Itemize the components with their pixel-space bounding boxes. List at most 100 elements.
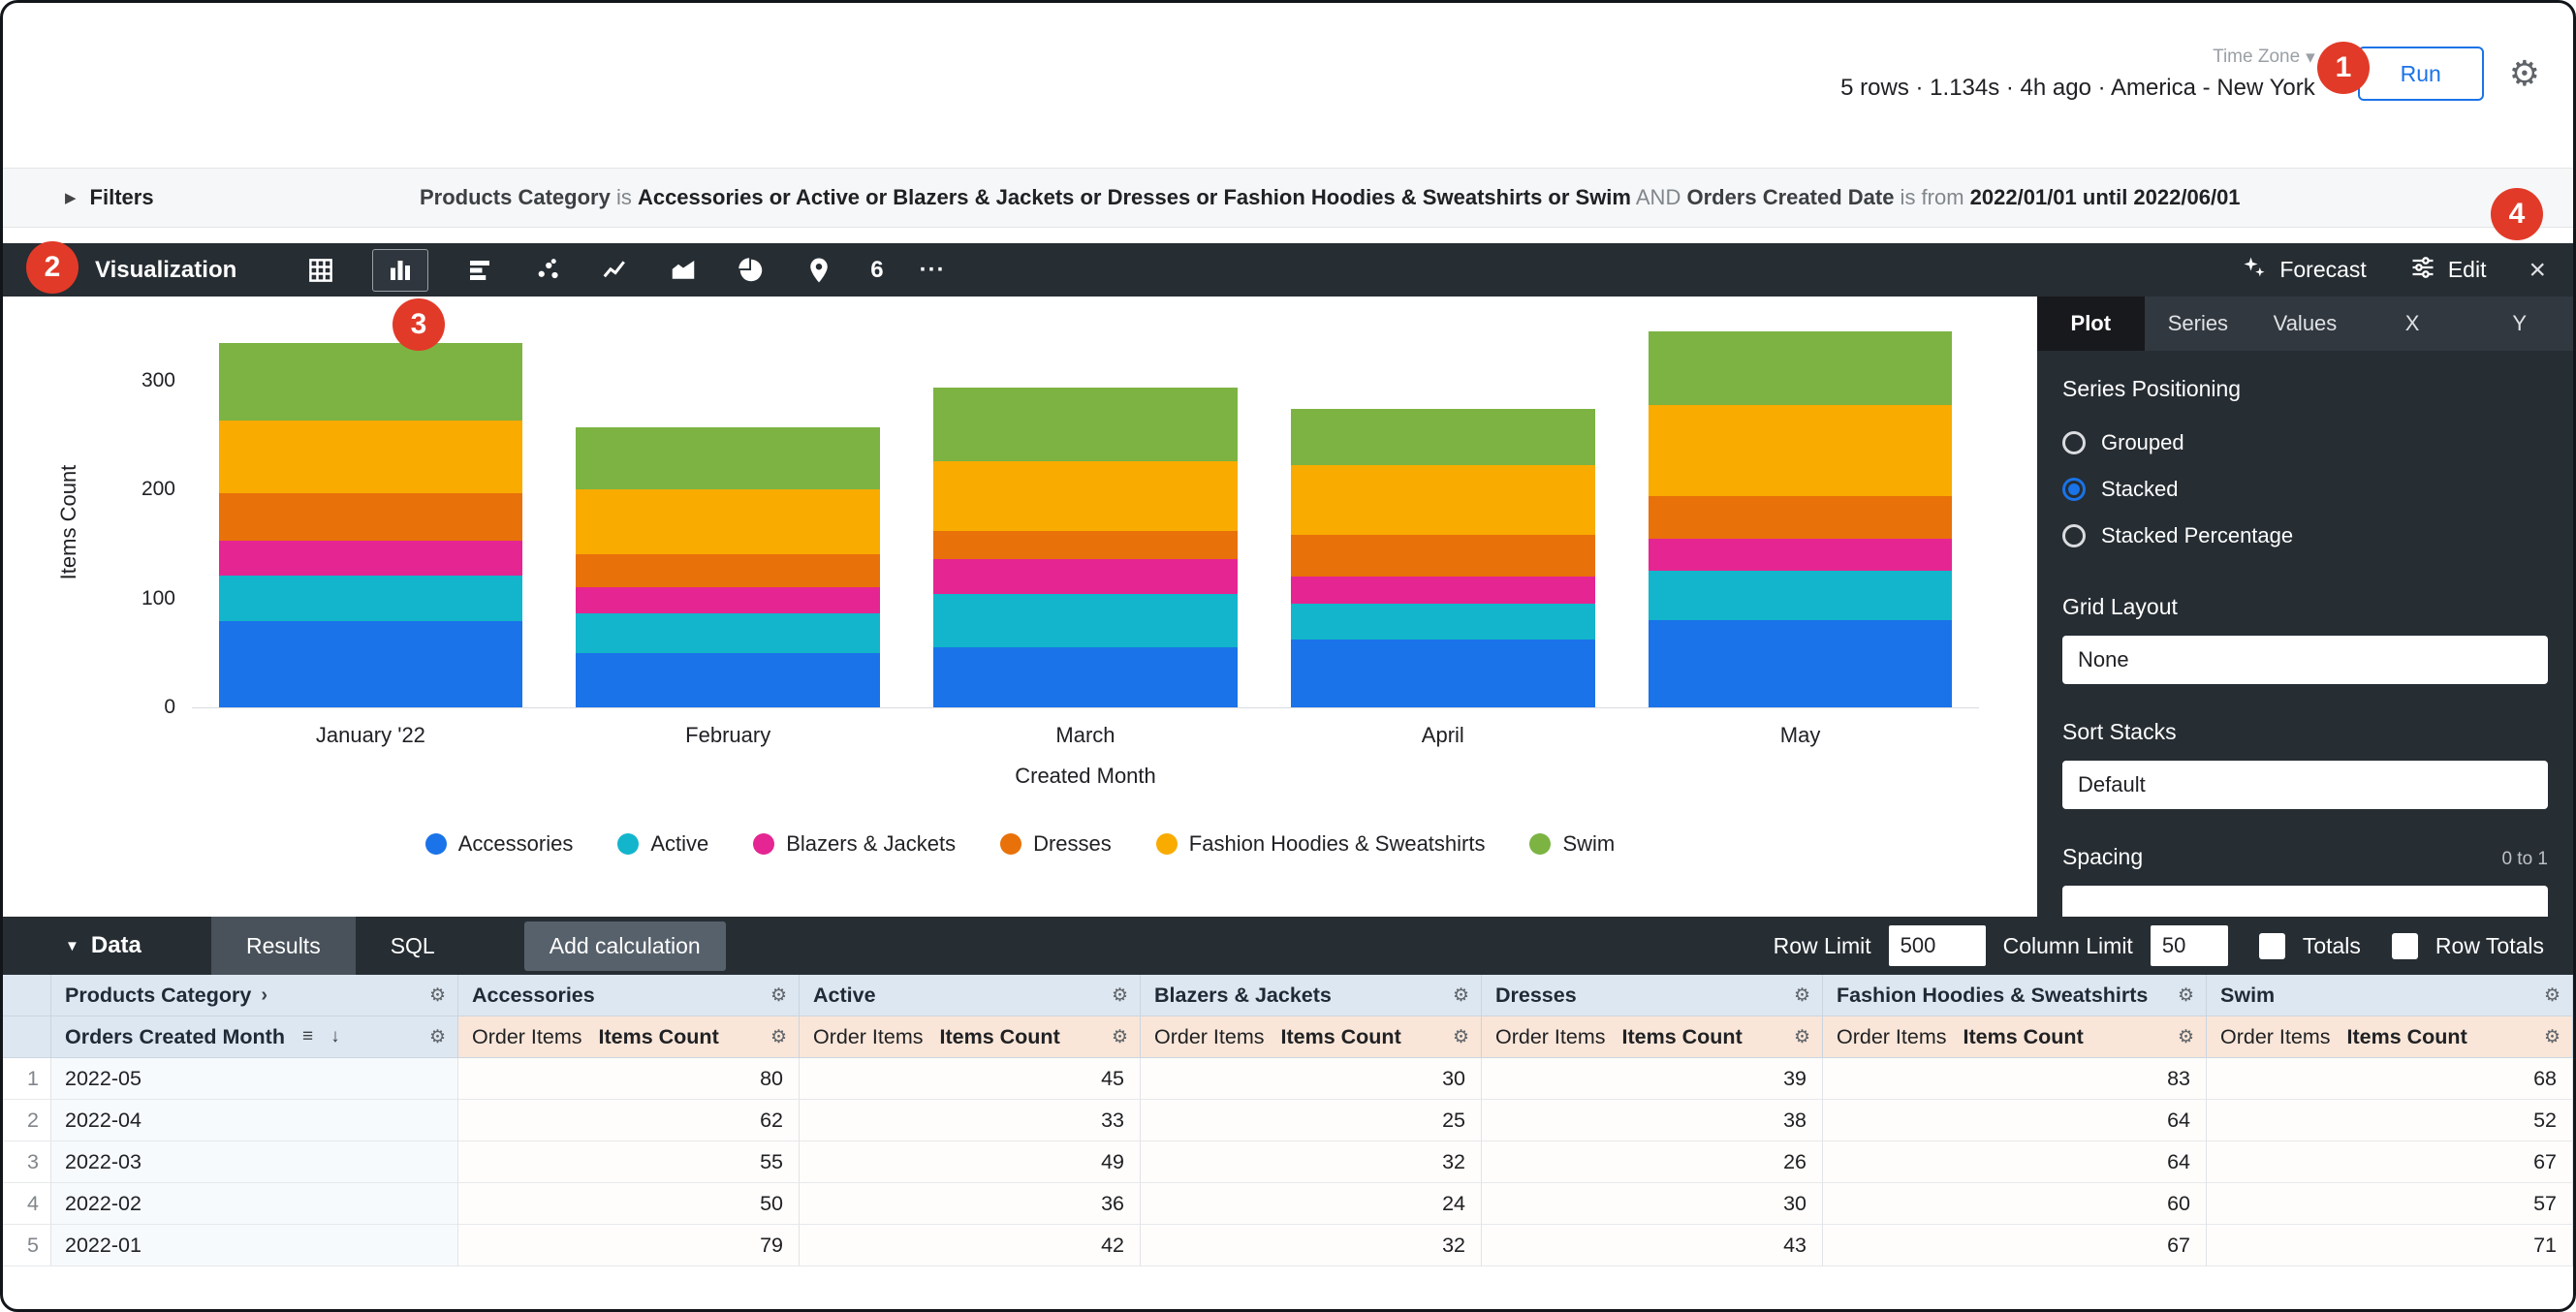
gear-icon[interactable]: ⚙	[770, 984, 787, 1006]
tab-series[interactable]: Series	[2167, 311, 2229, 335]
bar-segment-fashion-hoodies-sweatshirts[interactable]	[576, 488, 880, 555]
sort-stacks-select[interactable]: Default	[2062, 761, 2548, 809]
measure-cell[interactable]: 26	[1482, 1141, 1823, 1183]
measure-cell[interactable]: 45	[800, 1058, 1141, 1100]
bar-segment-blazers-jackets[interactable]	[1648, 538, 1953, 572]
measure-cell[interactable]: 64	[1823, 1100, 2207, 1141]
measure-cell[interactable]: 33	[800, 1100, 1141, 1141]
measure-cell[interactable]: 80	[458, 1058, 800, 1100]
bar-segment-blazers-jackets[interactable]	[933, 559, 1238, 595]
time-zone-dropdown[interactable]: Time Zone ▾	[1840, 47, 2315, 69]
bar-segment-blazers-jackets[interactable]	[576, 587, 880, 614]
column-chart-icon[interactable]	[372, 248, 429, 292]
dimension-cell[interactable]: 2022-03	[51, 1141, 458, 1183]
settings-gear-icon[interactable]: ⚙	[2508, 53, 2540, 93]
measure-header[interactable]: Order Items Items Count ⚙	[800, 1016, 1141, 1058]
measure-cell[interactable]: 30	[1482, 1183, 1823, 1225]
bar-segment-blazers-jackets[interactable]	[218, 540, 523, 576]
pivot-value-header[interactable]: Swim ⚙	[2207, 975, 2573, 1016]
measure-header[interactable]: Order Items Items Count ⚙	[1141, 1016, 1482, 1058]
run-button[interactable]: Run	[2357, 47, 2484, 101]
gear-icon[interactable]: ⚙	[428, 1026, 446, 1047]
tab-plot[interactable]: Plot	[2037, 297, 2145, 351]
measure-cell[interactable]: 32	[1141, 1225, 1482, 1266]
pivot-value-header[interactable]: Active ⚙	[800, 975, 1141, 1016]
bar-segment-blazers-jackets[interactable]	[1291, 577, 1595, 605]
bar-segment-fashion-hoodies-sweatshirts[interactable]	[933, 460, 1238, 531]
gear-icon[interactable]: ⚙	[1793, 1026, 1810, 1047]
bar-segment-active[interactable]	[1648, 571, 1953, 620]
bar-segment-dresses[interactable]	[1648, 495, 1953, 539]
bar-segment-accessories[interactable]	[1648, 620, 1953, 707]
stacked-bar[interactable]	[933, 388, 1238, 707]
gear-icon[interactable]: ⚙	[770, 1026, 787, 1047]
measure-cell[interactable]: 25	[1141, 1100, 1482, 1141]
gear-icon[interactable]: ⚙	[428, 984, 446, 1006]
edit-button[interactable]: Edit	[2409, 254, 2486, 287]
column-limit-input[interactable]	[2150, 925, 2228, 966]
measure-cell[interactable]: 32	[1141, 1141, 1482, 1183]
data-expander[interactable]: ▼ Data	[3, 932, 211, 959]
bar-segment-swim[interactable]	[576, 426, 880, 489]
measure-cell[interactable]: 67	[1823, 1225, 2207, 1266]
stacked-bar[interactable]	[1648, 330, 1953, 707]
close-icon[interactable]: ×	[2529, 253, 2546, 286]
bar-segment-fashion-hoodies-sweatshirts[interactable]	[1291, 465, 1595, 536]
forecast-button[interactable]: Forecast	[2241, 254, 2367, 287]
tab-values[interactable]: Values	[2273, 311, 2338, 335]
gear-icon[interactable]: ⚙	[1452, 1026, 1469, 1047]
tab-results[interactable]: Results	[211, 917, 356, 975]
measure-cell[interactable]: 79	[458, 1225, 800, 1266]
dimension-header[interactable]: Orders Created Month ≡ ↓ ⚙	[51, 1016, 458, 1058]
more-icon[interactable]: ···	[919, 256, 946, 283]
gear-icon[interactable]: ⚙	[2543, 1026, 2560, 1047]
bar-segment-swim[interactable]	[933, 388, 1238, 461]
legend-item[interactable]: Dresses	[1000, 831, 1112, 857]
stacked-bar[interactable]	[1291, 408, 1595, 707]
single-value-icon[interactable]: 6	[870, 256, 885, 283]
filters-expander[interactable]: ▶ Filters	[3, 185, 420, 210]
map-icon[interactable]	[802, 254, 835, 287]
measure-cell[interactable]: 71	[2207, 1225, 2573, 1266]
legend-item[interactable]: Blazers & Jackets	[753, 831, 956, 857]
measure-cell[interactable]: 55	[458, 1141, 800, 1183]
bar-segment-accessories[interactable]	[576, 652, 880, 707]
measure-header[interactable]: Order Items Items Count ⚙	[458, 1016, 800, 1058]
pivot-value-header[interactable]: Fashion Hoodies & Sweatshirts ⚙	[1823, 975, 2207, 1016]
measure-cell[interactable]: 42	[800, 1225, 1141, 1266]
bar-segment-accessories[interactable]	[933, 647, 1238, 707]
bar-segment-swim[interactable]	[1648, 330, 1953, 406]
row-limit-input[interactable]	[1888, 925, 1986, 966]
pivot-value-header[interactable]: Blazers & Jackets ⚙	[1141, 975, 1482, 1016]
dimension-cell[interactable]: 2022-04	[51, 1100, 458, 1141]
bar-segment-dresses[interactable]	[933, 530, 1238, 560]
gear-icon[interactable]: ⚙	[1793, 984, 1810, 1006]
radio-grouped[interactable]: Grouped	[2062, 420, 2548, 466]
gear-icon[interactable]: ⚙	[2177, 984, 2194, 1006]
bar-segment-swim[interactable]	[1291, 408, 1595, 466]
gear-icon[interactable]: ⚙	[1452, 984, 1469, 1006]
measure-cell[interactable]: 24	[1141, 1183, 1482, 1225]
dimension-cell[interactable]: 2022-05	[51, 1058, 458, 1100]
legend-item[interactable]: Active	[617, 831, 708, 857]
measure-cell[interactable]: 52	[2207, 1100, 2573, 1141]
area-chart-icon[interactable]	[667, 254, 700, 287]
measure-cell[interactable]: 36	[800, 1183, 1141, 1225]
gear-icon[interactable]: ⚙	[2543, 984, 2560, 1006]
tab-y[interactable]: Y	[2512, 311, 2528, 335]
tab-sql[interactable]: SQL	[390, 932, 435, 958]
bar-segment-fashion-hoodies-sweatshirts[interactable]	[218, 421, 523, 494]
measure-cell[interactable]: 43	[1482, 1225, 1823, 1266]
bar-segment-active[interactable]	[1291, 604, 1595, 640]
pivot-value-header[interactable]: Accessories ⚙	[458, 975, 800, 1016]
bar-segment-swim[interactable]	[218, 343, 523, 422]
measure-cell[interactable]: 38	[1482, 1100, 1823, 1141]
legend-item[interactable]: Fashion Hoodies & Sweatshirts	[1155, 831, 1485, 857]
measure-header[interactable]: Order Items Items Count ⚙	[1823, 1016, 2207, 1058]
bar-chart-icon[interactable]	[463, 254, 496, 287]
add-calculation-button[interactable]: Add calculation	[523, 921, 726, 971]
pivot-field-header[interactable]: Products Category › ⚙	[51, 975, 458, 1016]
totals-checkbox[interactable]	[2258, 932, 2285, 959]
measure-cell[interactable]: 68	[2207, 1058, 2573, 1100]
bar-segment-dresses[interactable]	[218, 493, 523, 541]
